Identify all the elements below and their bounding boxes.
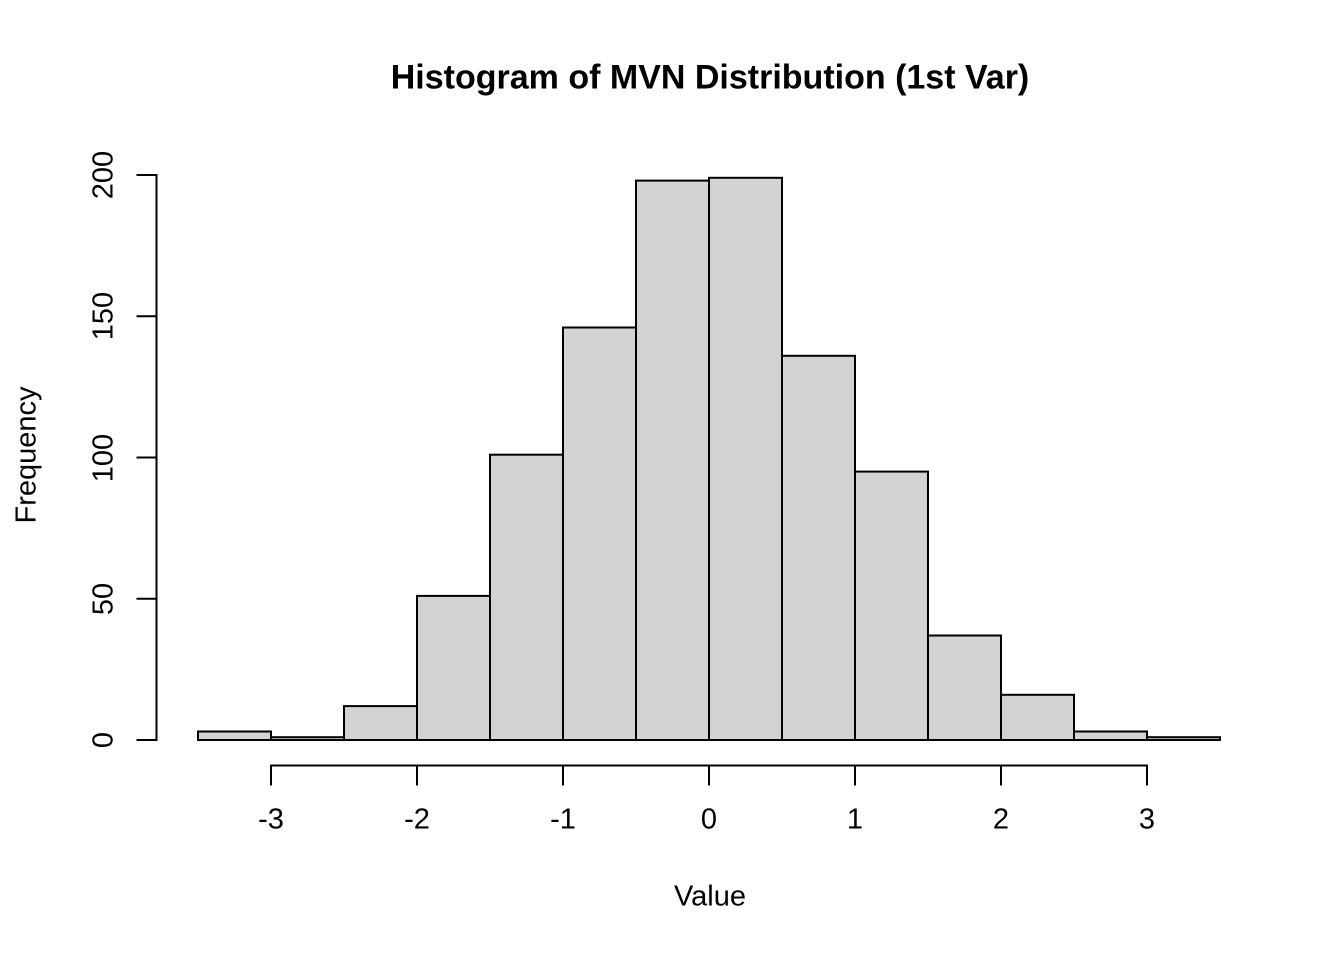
histogram-bar bbox=[197, 730, 272, 741]
histogram-bar bbox=[1146, 736, 1221, 742]
histogram-bar bbox=[781, 354, 856, 741]
histogram-bar bbox=[343, 705, 418, 741]
x-tick-label: -3 bbox=[258, 803, 284, 836]
histogram-bar bbox=[270, 736, 345, 742]
y-tick-label: 150 bbox=[87, 292, 120, 341]
x-tick-label: 1 bbox=[846, 803, 864, 836]
y-tick-label: 200 bbox=[87, 150, 120, 200]
x-tick-label: 3 bbox=[1138, 803, 1156, 836]
x-tick-label: 0 bbox=[700, 803, 718, 836]
histogram-bar bbox=[562, 326, 637, 741]
x-tick-label: 2 bbox=[992, 803, 1010, 836]
histogram-bar bbox=[854, 470, 929, 741]
x-tick-label: -1 bbox=[550, 803, 576, 836]
histogram-bar bbox=[927, 634, 1002, 741]
x-tick-label: -2 bbox=[404, 803, 430, 836]
histogram-bar bbox=[635, 179, 710, 742]
y-tick-label: 0 bbox=[87, 731, 120, 749]
histogram-bar bbox=[708, 176, 783, 742]
x-axis-title: Value bbox=[673, 880, 747, 913]
chart-title: Histogram of MVN Distribution (1st Var) bbox=[390, 58, 1030, 97]
histogram-bar bbox=[489, 453, 564, 741]
y-axis-title: Frequency bbox=[10, 386, 43, 524]
histogram-bar bbox=[1073, 730, 1148, 741]
histogram-bar bbox=[1000, 693, 1075, 741]
y-tick-label: 50 bbox=[87, 582, 120, 615]
y-tick-label: 100 bbox=[87, 433, 120, 482]
axes-layer bbox=[136, 174, 1148, 786]
bars-layer bbox=[197, 176, 1221, 742]
histogram-bar bbox=[416, 594, 491, 742]
